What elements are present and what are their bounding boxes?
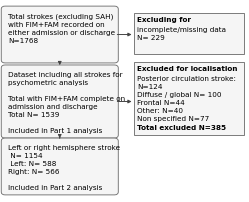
Text: Left or right hemisphere stroke
 N= 1154
 Left: N= 588
Right: N= 566

Included i: Left or right hemisphere stroke N= 1154 … [8,144,120,190]
FancyBboxPatch shape [134,14,244,55]
Text: Excluding for: Excluding for [137,17,191,23]
Text: Dataset including all strokes for
psychometric analysis

Total with FIM+FAM comp: Dataset including all strokes for psycho… [8,72,125,133]
FancyBboxPatch shape [1,66,118,138]
Text: Total strokes (excluding SAH)
with FIM+FAM recorded on
either admission or disch: Total strokes (excluding SAH) with FIM+F… [8,13,115,43]
Text: incomplete/missing data
N= 229: incomplete/missing data N= 229 [137,27,226,41]
FancyBboxPatch shape [134,63,244,135]
FancyBboxPatch shape [1,138,118,195]
Text: Excluded for localisation: Excluded for localisation [137,66,238,72]
Text: Total excluded N=385: Total excluded N=385 [137,124,227,130]
Text: Posterior circulation stroke:
N=124
Diffuse / global N= 100
Frontal N=44
Other: : Posterior circulation stroke: N=124 Diff… [137,75,237,121]
FancyBboxPatch shape [1,7,118,64]
